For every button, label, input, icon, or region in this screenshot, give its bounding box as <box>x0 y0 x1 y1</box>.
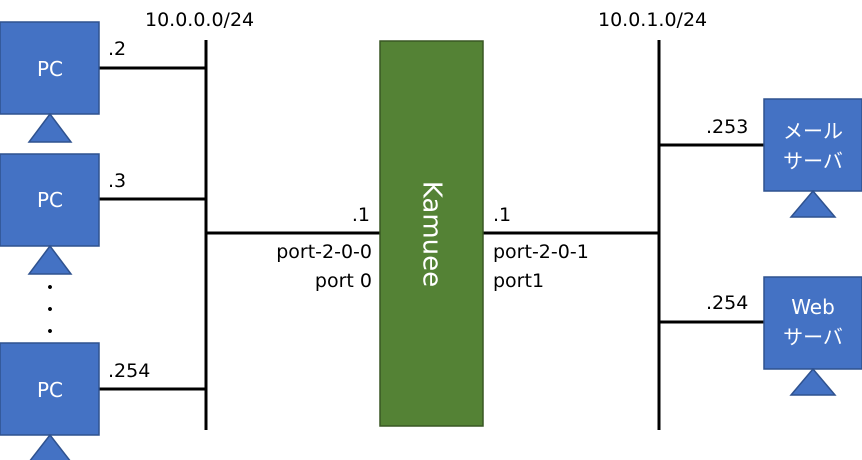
router-kamuee: Kamuee <box>379 40 484 427</box>
mail-server-node: メール サーバ <box>763 98 862 218</box>
pc-label: PC <box>37 57 63 81</box>
web-server-label-line1: Web <box>791 295 835 319</box>
router-left-port-name: port 0 <box>315 270 372 292</box>
router-name: Kamuee <box>417 181 447 287</box>
mail-server-address: .253 <box>706 116 748 138</box>
router-right-address: .1 <box>493 204 511 226</box>
pc-monitor <box>0 342 100 436</box>
web-server-node: Web サーバ <box>763 276 862 396</box>
server-box <box>763 276 862 370</box>
right-network-cidr: 10.0.1.0/24 <box>598 9 707 31</box>
mail-server-label-line1: メール <box>783 119 843 143</box>
pc-stand <box>29 433 71 460</box>
server-stand <box>789 367 837 396</box>
pc1-address: .2 <box>108 38 126 60</box>
router-right-port-name: port1 <box>493 270 544 292</box>
mail-server-label-line2: サーバ <box>783 149 843 173</box>
pc-monitor <box>0 21 100 115</box>
pc-label: PC <box>37 188 63 212</box>
pc-node-2: PC <box>0 153 100 275</box>
pc-stand <box>27 112 73 143</box>
server-stand <box>789 189 837 218</box>
pc-monitor <box>0 153 100 247</box>
web-server-label-line2: サーバ <box>783 325 843 349</box>
router-right-port-id: port-2-0-1 <box>493 241 589 263</box>
pc2-address: .3 <box>108 170 126 192</box>
router-box <box>379 40 484 427</box>
ellipsis-dot-2: ・ <box>40 299 59 321</box>
pc-stand <box>27 244 73 275</box>
pc-node-1: PC <box>0 21 100 143</box>
router-left-port-id: port-2-0-0 <box>276 241 372 263</box>
pc3-address: .254 <box>108 360 150 382</box>
pc-label: PC <box>37 378 63 402</box>
ellipsis-dot-3: ・ <box>40 321 59 343</box>
router-left-address: .1 <box>352 204 370 226</box>
ellipsis-dot-1: ・ <box>40 277 59 299</box>
left-network-cidr: 10.0.0.0/24 <box>145 9 254 31</box>
server-box <box>763 98 862 192</box>
pc-node-3: PC <box>0 342 100 460</box>
web-server-address: .254 <box>706 292 748 314</box>
